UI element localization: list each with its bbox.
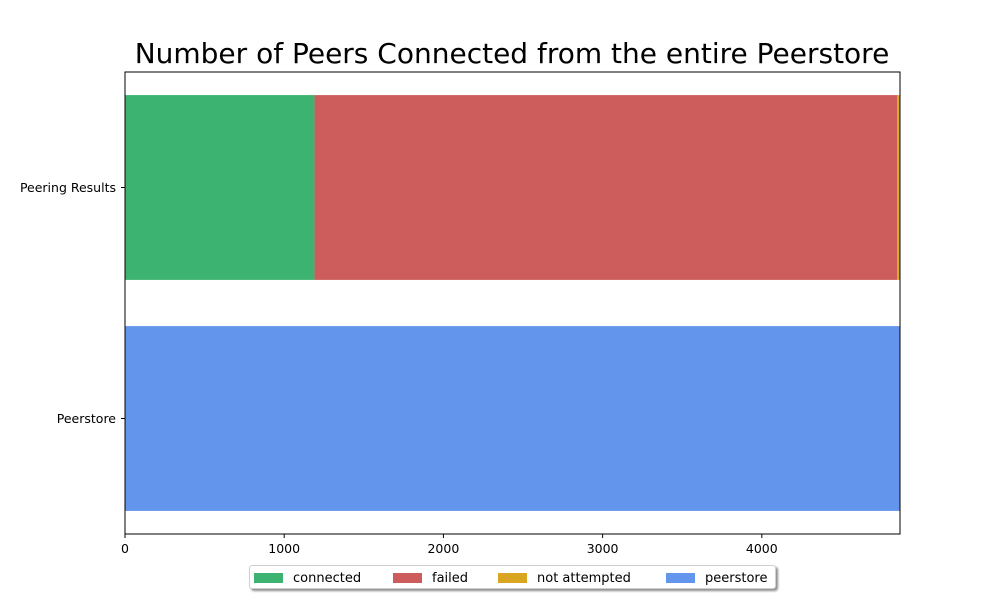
x-tick-label-0: 0 (121, 541, 129, 556)
legend-item-peerstore: peerstore (666, 570, 767, 586)
legend-swatch-peerstore (666, 573, 695, 583)
legend-label-failed: failed (432, 570, 469, 586)
bars-group (125, 95, 900, 511)
bar-connected-peering-results (125, 95, 315, 280)
plot-area-frame (124, 71, 901, 535)
x-tick-label-4000: 4000 (746, 541, 778, 556)
y-tick-label-peering-results: Peering Results (20, 180, 116, 195)
y-axis: Peerstore Peering Results (20, 180, 125, 426)
legend-swatch-failed (393, 573, 422, 583)
legend-item-connected: connected (254, 570, 361, 586)
legend-label-connected: connected (293, 570, 362, 586)
legend-label-peerstore: peerstore (705, 570, 768, 586)
legend-swatch-not-attempted (498, 573, 527, 583)
x-tick-label-1000: 1000 (268, 541, 300, 556)
legend-swatch-connected (254, 573, 283, 583)
legend-item-failed: failed (393, 570, 468, 586)
bar-failed-peering-results (314, 95, 898, 280)
x-tick-label-2000: 2000 (427, 541, 459, 556)
legend: connected failed not attempted peerstore (249, 565, 776, 589)
x-axis: 0 1000 2000 3000 4000 (121, 534, 778, 556)
x-tick-label-3000: 3000 (587, 541, 619, 556)
y-tick-label-peerstore: Peerstore (57, 411, 117, 426)
bar-not-attempted-peering-results (897, 95, 900, 280)
legend-item-not-attempted: not attempted (498, 570, 631, 586)
bar-peerstore-peerstore (125, 326, 900, 511)
chart-title: Number of Peers Connected from the entir… (135, 37, 890, 70)
legend-label-not-attempted: not attempted (537, 570, 631, 586)
